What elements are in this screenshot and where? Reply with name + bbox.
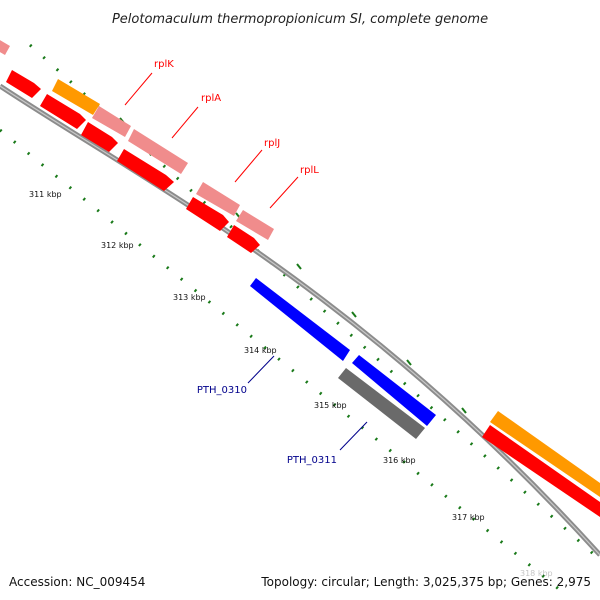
tick-label-314: 314 kbp (244, 346, 277, 355)
major-tick (407, 360, 411, 365)
leader-rplA (172, 107, 198, 138)
major-tick (297, 264, 301, 269)
tick-label-311: 311 kbp (29, 190, 62, 199)
map-title: Pelotomaculum thermopropionicum SI, comp… (112, 12, 488, 27)
leader-rplK (125, 73, 152, 105)
leader-rplJ (235, 150, 262, 182)
accession-text: Accession: NC_009454 (9, 575, 145, 589)
leader-pth0310 (248, 356, 274, 383)
minus-strand-features (250, 278, 436, 439)
leader-pth0311 (340, 422, 367, 450)
tick-label-313: 313 kbp (173, 293, 206, 302)
major-tick (462, 408, 466, 413)
major-tick (352, 312, 356, 317)
topology-text: Topology: circular; Length: 3,025,375 bp… (260, 575, 591, 589)
gene-label-rplL: rplL (300, 165, 319, 176)
tick-label-312: 312 kbp (101, 241, 134, 250)
gene-label-pth0310: PTH_0310 (197, 385, 247, 396)
inner-strand-features (6, 70, 600, 517)
gene-label-rplK: rplK (154, 59, 174, 70)
tick-label-315: 315 kbp (314, 401, 347, 410)
gene-label-rplJ: rplJ (264, 138, 280, 149)
tick-label-316: 316 kbp (383, 456, 416, 465)
gene-arrow (0, 39, 10, 55)
gene-label-rplA: rplA (201, 93, 221, 104)
tick-label-317: 317 kbp (452, 513, 485, 522)
leader-rplL (270, 177, 298, 208)
gene-arrow (490, 411, 600, 497)
gene-label-pth0311: PTH_0311 (287, 455, 337, 466)
